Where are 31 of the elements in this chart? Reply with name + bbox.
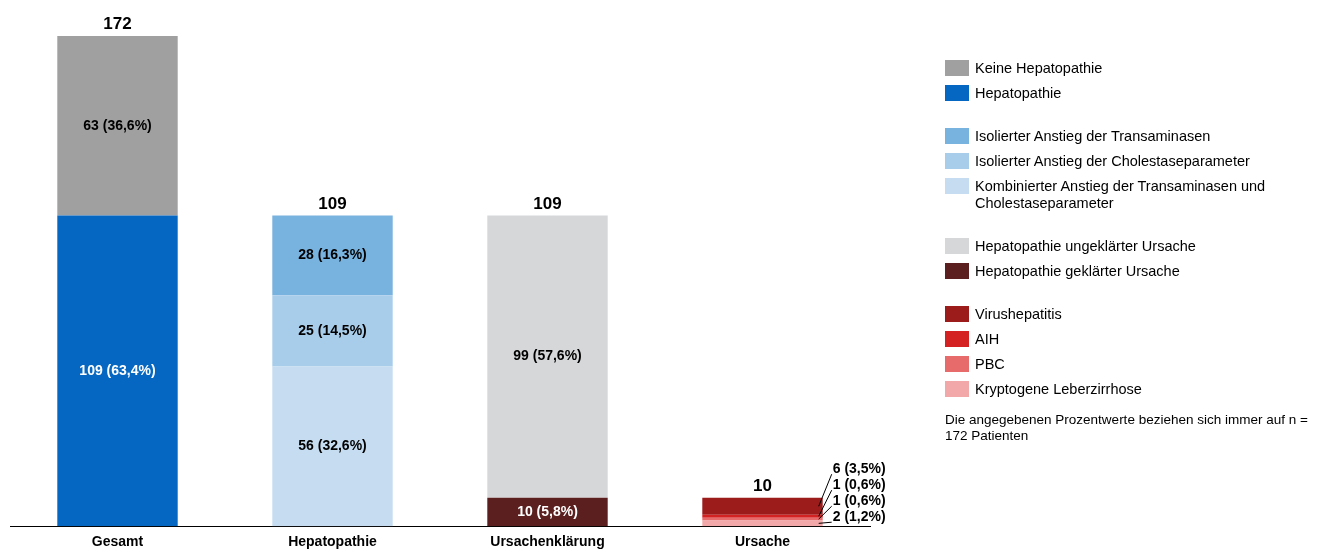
data-label: 99 (57,6%) [513, 347, 582, 364]
legend-label: Keine Hepatopathie [975, 60, 1103, 77]
legend-label: Isolierter Anstieg der Cholestaseparameter [975, 153, 1250, 170]
legend-label: Hepatopathie [975, 85, 1062, 102]
data-label: 10 (5,8%) [517, 502, 578, 519]
total-label: 172 [103, 14, 132, 34]
data-label: 109 (63,4%) [79, 361, 156, 378]
data-label: 63 (36,6%) [83, 116, 152, 133]
legend-label: Kryptogene Leberzirrhose [975, 381, 1142, 398]
text: Die angegebenen Prozentwerte beziehen sich immer auf n = 172 Patienten [945, 412, 1309, 444]
legend-label: PBC [975, 356, 1005, 373]
legend-label: AIH [975, 331, 1000, 348]
data-label: 56 (32,6%) [298, 437, 367, 454]
x-tick-label: Ursachenklärung [490, 533, 605, 550]
data-label: 28 (16,3%) [298, 246, 367, 263]
total-label: 109 [318, 193, 347, 213]
legend-label: Isolierter Anstieg der Transaminasen [975, 128, 1211, 145]
legend-label: Hepatopathie geklärter Ursache [975, 263, 1180, 280]
data-label: 1 (0,6%) [832, 492, 886, 509]
legend-label: Virushepatitis [975, 306, 1062, 323]
total-label: 10 [753, 475, 772, 495]
total-label: 109 [533, 193, 562, 213]
data-label: 2 (1,2%) [832, 508, 886, 525]
x-tick-label: Ursache [734, 533, 791, 550]
data-label: 25 (14,5%) [298, 321, 367, 338]
legend-label: Hepatopathie ungeklärter Ursache [975, 238, 1196, 255]
legend-label: Kombinierter Anstieg der Transaminasen und Cholestaseparameter [975, 178, 1267, 212]
x-tick-label: Gesamt [91, 533, 144, 550]
x-tick-label: Hepatopathie [288, 533, 378, 550]
data-label: 6 (3,5%) [832, 460, 886, 477]
data-label: 1 (0,6%) [832, 476, 886, 493]
